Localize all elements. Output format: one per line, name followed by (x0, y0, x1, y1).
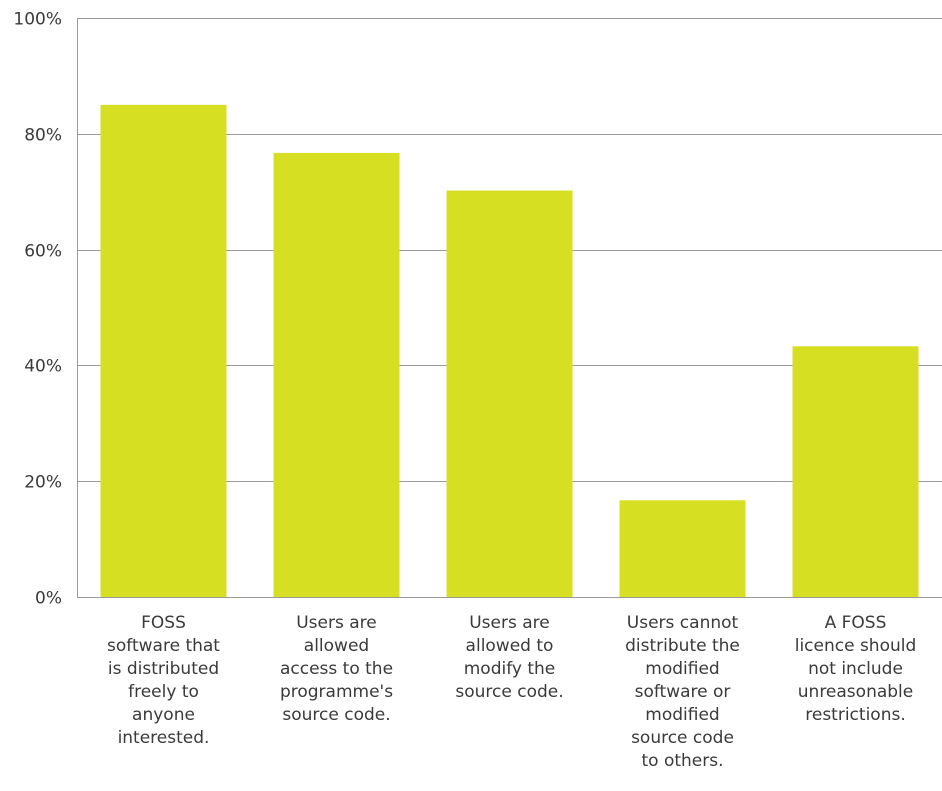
x-category-label-line: anyone (132, 705, 195, 725)
x-category-label: FOSS software that is distributed freely to… (107, 613, 220, 748)
x-category-label: Users cannot distribute the modified softwa… (625, 613, 740, 771)
bar (619, 500, 746, 597)
x-category-label-line: modified (645, 659, 719, 679)
x-category-label-line: unreasonable (798, 682, 913, 702)
bars-layer (100, 104, 919, 598)
x-category-label-line: Users cannot (627, 613, 739, 633)
bar (446, 190, 573, 598)
x-category-label-line: FOSS (141, 613, 186, 633)
x-category-label-line: modify the (464, 659, 556, 679)
x-category-label-line: is distributed (108, 659, 219, 679)
x-category-label-line: programme's (280, 682, 393, 702)
x-category-label-line: freely to (128, 682, 199, 702)
x-category-label: A FOSS licence should not include unreasona… (795, 613, 917, 725)
y-tick-label: 40% (24, 357, 62, 377)
y-tick-label: 100% (13, 10, 62, 30)
x-category-label-line: software that (107, 636, 220, 656)
x-category-label-line: licence should (795, 636, 917, 656)
x-category-label-line: distribute the (625, 636, 740, 656)
bar (792, 346, 919, 597)
x-category-label-line: source code (631, 728, 734, 748)
x-category-labels: FOSS software that is distributed freely to… (107, 613, 916, 771)
x-category-label-line: access to the (280, 659, 393, 679)
x-category-label-line: software or (635, 682, 731, 702)
x-category-label-line: A FOSS (825, 613, 887, 633)
x-category-label-line: allowed to (466, 636, 554, 656)
x-category-label-line: allowed (304, 636, 369, 656)
y-tick-label: 0% (35, 589, 62, 609)
bar (100, 104, 227, 597)
x-category-label-line: source code. (282, 705, 390, 725)
y-tick-label: 80% (24, 126, 62, 146)
x-category-label-line: modified (645, 705, 719, 725)
bar (273, 152, 400, 598)
x-category-label-line: source code. (455, 682, 563, 702)
x-category-label-line: Users are (469, 613, 550, 633)
y-tick-label: 20% (24, 473, 62, 493)
axis-layer (77, 18, 942, 598)
x-category-label: Users are allowed to modify the source code… (455, 613, 563, 702)
x-category-label-line: to others. (641, 751, 723, 771)
y-tick-labels: 0% 20% 40% 60% 80% 100% (13, 10, 62, 609)
x-category-label: Users are allowed access to the programme's… (280, 613, 393, 725)
x-category-label-line: Users are (296, 613, 377, 633)
x-category-label-line: restrictions. (805, 705, 905, 725)
x-category-label-line: not include (808, 659, 903, 679)
x-category-label-line: interested. (118, 728, 210, 748)
y-tick-label: 60% (24, 242, 62, 262)
